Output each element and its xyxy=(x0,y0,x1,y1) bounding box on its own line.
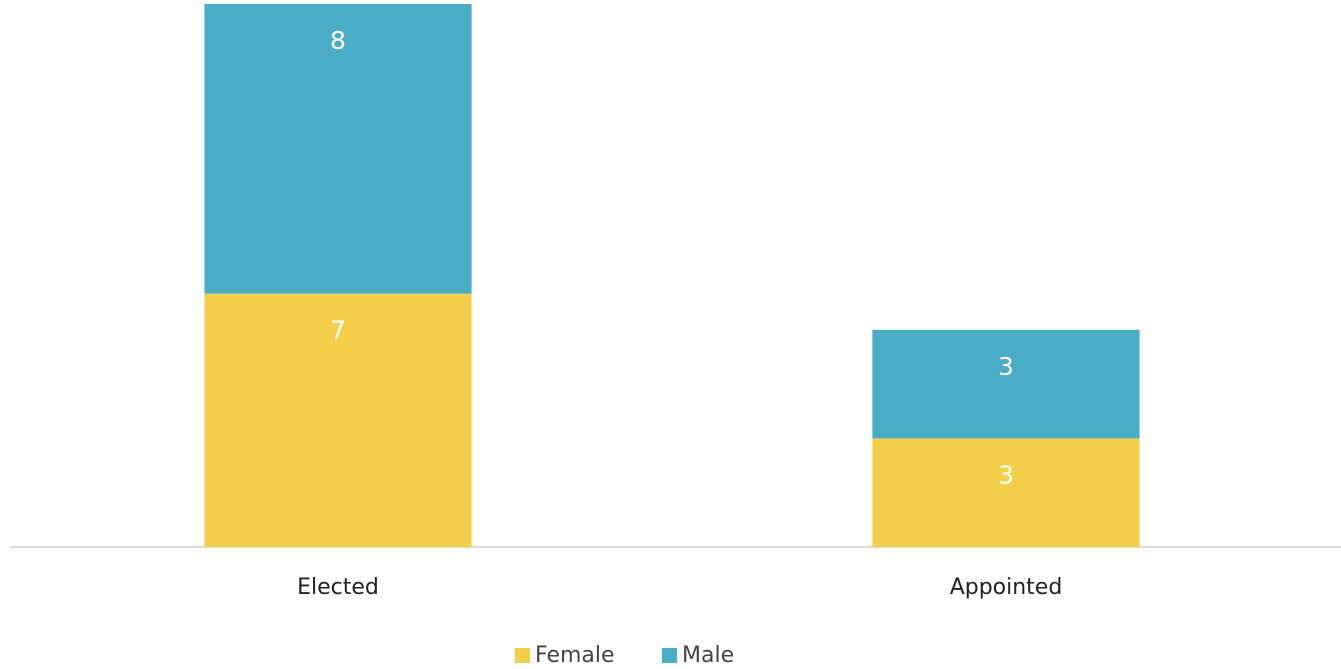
bar-segment xyxy=(872,438,1140,547)
legend-label: Male xyxy=(682,643,734,668)
legend-swatch xyxy=(662,648,677,663)
data-label: 7 xyxy=(330,316,346,345)
x-tick-label: Elected xyxy=(297,575,379,600)
bar-segment xyxy=(204,293,472,547)
bar-segment xyxy=(204,4,472,294)
data-label: 8 xyxy=(330,26,346,55)
bar-segment xyxy=(872,329,1140,439)
x-tick-label: Appointed xyxy=(950,575,1063,600)
data-label: 3 xyxy=(998,460,1014,489)
data-label: 3 xyxy=(998,352,1014,381)
legend-swatch xyxy=(515,648,530,663)
legend-label: Female xyxy=(535,643,615,668)
